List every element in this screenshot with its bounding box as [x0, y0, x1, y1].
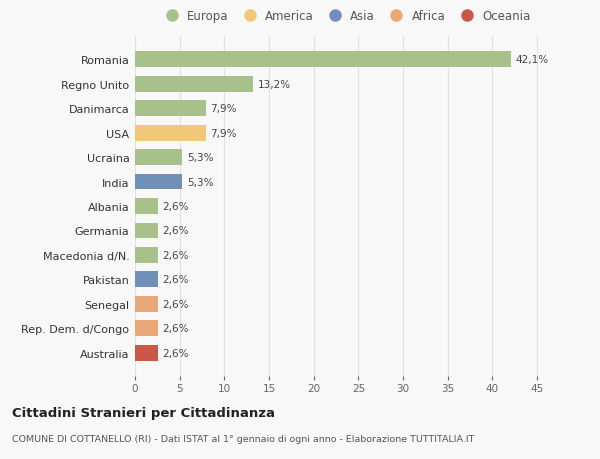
Bar [135, 174, 182, 190]
Bar [135, 52, 511, 68]
Text: 5,3%: 5,3% [187, 153, 214, 163]
Text: 2,6%: 2,6% [163, 202, 189, 212]
Text: 42,1%: 42,1% [515, 55, 549, 65]
Bar [135, 296, 158, 312]
Text: 2,6%: 2,6% [163, 250, 189, 260]
Text: 2,6%: 2,6% [163, 324, 189, 334]
Text: Cittadini Stranieri per Cittadinanza: Cittadini Stranieri per Cittadinanza [12, 406, 275, 419]
Text: 2,6%: 2,6% [163, 275, 189, 285]
Text: 7,9%: 7,9% [210, 129, 236, 138]
Text: 5,3%: 5,3% [187, 177, 214, 187]
Bar [135, 345, 158, 361]
Bar [135, 272, 158, 288]
Text: 2,6%: 2,6% [163, 226, 189, 236]
Bar [135, 321, 158, 336]
Bar [135, 247, 158, 263]
Bar [135, 77, 253, 92]
Bar [135, 199, 158, 214]
Bar [135, 150, 182, 166]
Text: 13,2%: 13,2% [257, 79, 290, 90]
Text: 7,9%: 7,9% [210, 104, 236, 114]
Bar [135, 101, 206, 117]
Text: 2,6%: 2,6% [163, 299, 189, 309]
Text: 2,6%: 2,6% [163, 348, 189, 358]
Bar [135, 125, 206, 141]
Bar [135, 223, 158, 239]
Legend: Europa, America, Asia, Africa, Oceania: Europa, America, Asia, Africa, Oceania [158, 9, 532, 24]
Text: COMUNE DI COTTANELLO (RI) - Dati ISTAT al 1° gennaio di ogni anno - Elaborazione: COMUNE DI COTTANELLO (RI) - Dati ISTAT a… [12, 434, 475, 443]
